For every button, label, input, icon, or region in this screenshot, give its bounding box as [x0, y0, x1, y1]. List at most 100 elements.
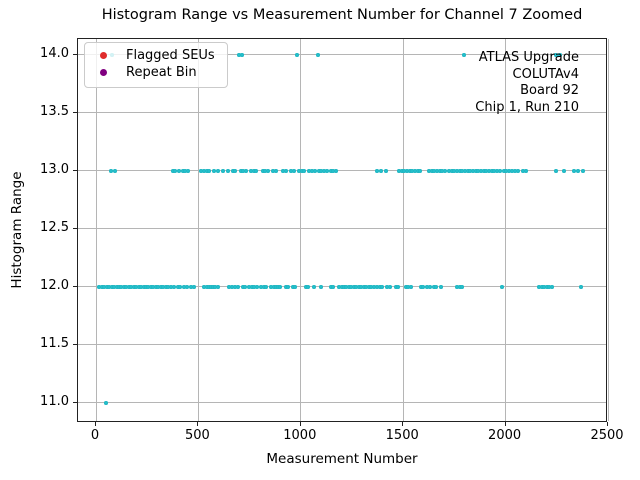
data-point	[303, 284, 308, 289]
data-point	[410, 168, 415, 173]
data-point	[201, 168, 206, 173]
data-point	[112, 168, 117, 173]
data-point	[457, 284, 462, 289]
data-point	[440, 168, 445, 173]
data-point	[473, 168, 478, 173]
data-point	[471, 168, 476, 173]
data-point	[124, 284, 129, 289]
data-point	[275, 284, 280, 289]
data-point	[359, 284, 364, 289]
plot-area: Flagged SEUs Repeat Bin ATLAS Upgrade CO…	[77, 38, 609, 422]
data-point	[366, 284, 371, 289]
data-point	[413, 168, 418, 173]
data-point	[481, 168, 486, 173]
data-point	[385, 284, 390, 289]
data-point	[158, 284, 163, 289]
data-point	[227, 284, 232, 289]
repeat-bin-marker-icon	[100, 69, 107, 76]
data-point	[492, 168, 497, 173]
data-point	[269, 284, 274, 289]
annotation-line: Chip 1, Run 210	[475, 99, 579, 115]
data-point	[460, 284, 465, 289]
data-point	[134, 284, 139, 289]
data-point	[185, 168, 190, 173]
y-tick-label: 12.5	[40, 219, 69, 235]
x-tick-label: 1000	[283, 428, 317, 443]
data-point	[575, 168, 580, 173]
data-point	[537, 284, 542, 289]
data-point	[249, 168, 254, 173]
data-point	[297, 168, 302, 173]
data-point	[337, 284, 342, 289]
data-point	[216, 168, 221, 173]
data-point	[278, 284, 283, 289]
data-point	[429, 168, 434, 173]
x-tick-label: 2500	[590, 428, 624, 443]
data-point	[290, 284, 295, 289]
y-tick-mark	[73, 227, 77, 229]
x-tick-mark	[95, 422, 97, 426]
data-point	[461, 52, 466, 57]
data-point	[442, 168, 447, 173]
data-point	[468, 168, 473, 173]
data-point	[126, 284, 131, 289]
data-point	[283, 168, 288, 173]
data-point	[240, 52, 245, 57]
x-tick-mark	[402, 422, 404, 426]
data-point	[207, 168, 212, 173]
data-point	[153, 284, 158, 289]
data-point	[176, 168, 181, 173]
annotation-line: COLUTAv4	[512, 66, 579, 82]
x-tick-mark	[607, 422, 608, 426]
flagged-seus-marker-icon	[100, 52, 107, 59]
data-point	[235, 284, 240, 289]
data-point	[230, 168, 235, 173]
data-point	[396, 284, 401, 289]
data-point	[449, 168, 454, 173]
data-point	[331, 284, 336, 289]
data-point	[233, 168, 238, 173]
data-point	[375, 284, 380, 289]
data-point	[263, 284, 268, 289]
x-tick-label: 0	[90, 428, 100, 443]
data-point	[580, 168, 585, 173]
data-point	[107, 284, 112, 289]
data-point	[497, 168, 502, 173]
data-point	[97, 284, 102, 289]
data-point	[319, 284, 324, 289]
y-gridline	[78, 228, 606, 230]
data-point	[141, 284, 146, 289]
data-point	[302, 168, 307, 173]
data-point	[457, 168, 462, 173]
data-point	[380, 284, 385, 289]
data-point	[180, 168, 185, 173]
data-point	[293, 284, 298, 289]
y-gridline	[78, 344, 606, 346]
data-point	[455, 168, 460, 173]
data-point	[204, 284, 209, 289]
data-point	[121, 284, 126, 289]
data-point	[544, 284, 549, 289]
x-gridline	[505, 39, 507, 421]
data-point	[397, 168, 402, 173]
data-point	[418, 168, 423, 173]
data-point	[229, 284, 234, 289]
data-point	[539, 284, 544, 289]
data-point	[163, 284, 168, 289]
data-point	[322, 168, 327, 173]
data-point	[102, 284, 107, 289]
data-point	[364, 284, 369, 289]
data-point	[143, 284, 148, 289]
data-point	[506, 168, 511, 173]
y-tick-label: 14.0	[40, 45, 69, 61]
data-point	[387, 284, 392, 289]
data-point	[553, 168, 558, 173]
data-point	[427, 168, 431, 173]
data-point	[254, 284, 259, 289]
data-point	[252, 284, 257, 289]
data-point	[375, 168, 380, 173]
data-point	[172, 168, 177, 173]
data-point	[103, 400, 108, 405]
data-point	[346, 284, 351, 289]
legend-item-repeat-bin: Repeat Bin	[85, 64, 227, 81]
